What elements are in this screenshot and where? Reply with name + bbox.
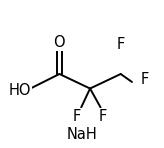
Text: HO: HO — [9, 83, 31, 98]
Text: F: F — [99, 109, 107, 124]
Text: NaH: NaH — [67, 127, 97, 142]
Text: F: F — [73, 109, 81, 124]
Text: F: F — [117, 37, 125, 52]
Text: F: F — [141, 72, 149, 87]
Text: O: O — [54, 35, 65, 50]
